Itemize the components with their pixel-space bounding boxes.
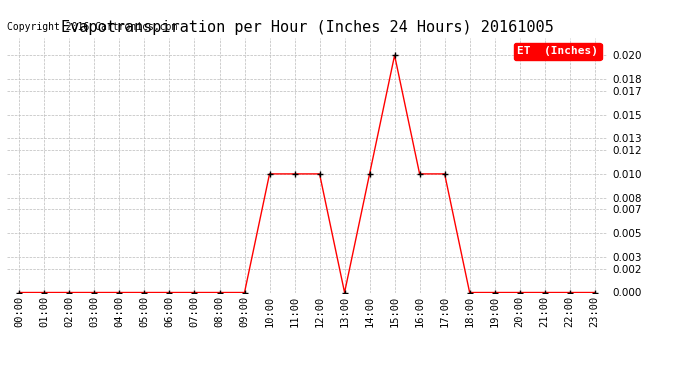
Text: Copyright 2016 Cartronics.com: Copyright 2016 Cartronics.com <box>7 22 177 32</box>
Title: Evapotranspiration per Hour (Inches 24 Hours) 20161005: Evapotranspiration per Hour (Inches 24 H… <box>61 20 553 35</box>
Legend: ET  (Inches): ET (Inches) <box>514 43 602 60</box>
